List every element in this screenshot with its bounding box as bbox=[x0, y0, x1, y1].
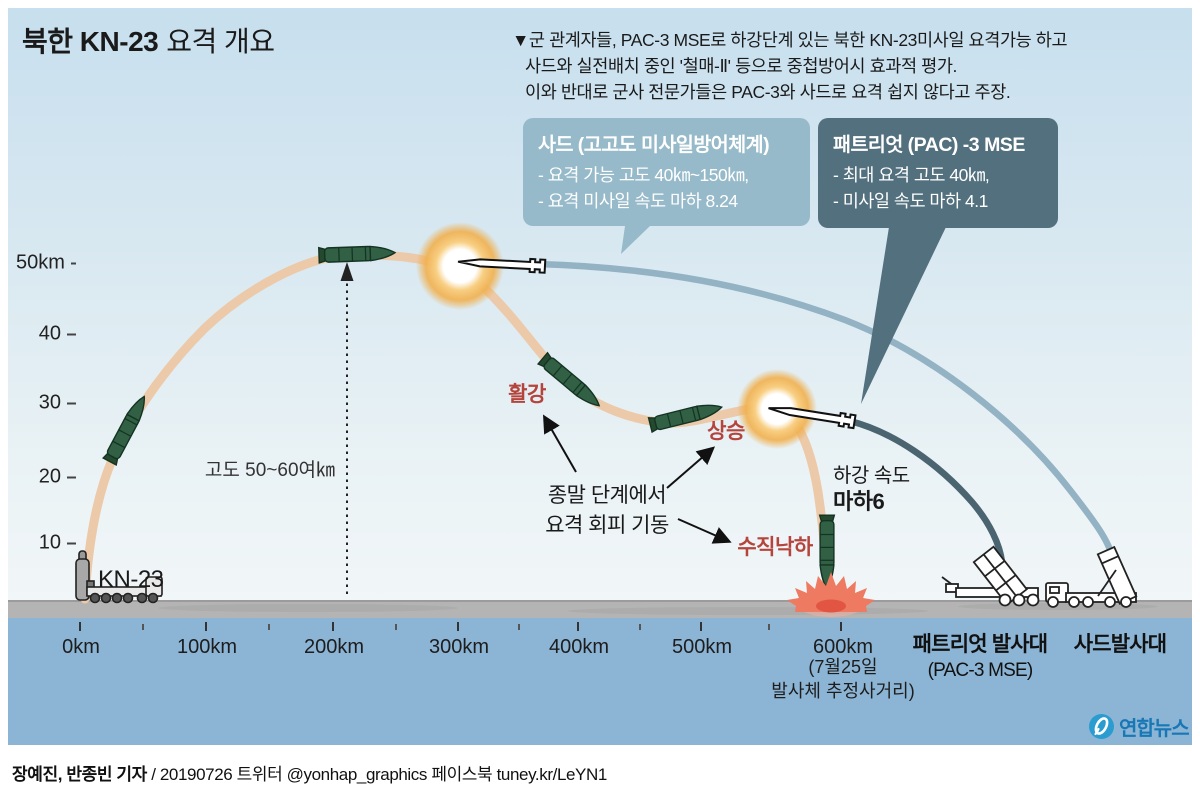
intro-line: 이와 반대로 군사 전문가들은 PAC-3와 사드로 요격 쉽지 않다고 주장. bbox=[525, 82, 1011, 102]
y-axis-label: 30 bbox=[38, 391, 61, 414]
intro-line: 사드와 실전배치 중인 '철매-Ⅱ' 등으로 중첩방어시 효과적 평가. bbox=[525, 56, 958, 76]
patriot-launcher-sub: (PAC-3 MSE) bbox=[927, 660, 1034, 681]
title-rest: 요격 개요 bbox=[166, 26, 275, 57]
tick-mark bbox=[67, 542, 76, 544]
kn23-label: KN-23 bbox=[98, 566, 164, 593]
x-axis-minor-tick bbox=[395, 624, 397, 630]
x-axis-tick bbox=[332, 622, 334, 631]
x-axis-label-600km: 600km bbox=[812, 636, 874, 658]
tick-mark bbox=[67, 476, 76, 478]
x-axis-label-0km: 0km bbox=[62, 636, 100, 658]
x-axis-tick bbox=[457, 622, 459, 631]
ground-strip bbox=[8, 600, 1192, 618]
evasive-line: 종말 단계에서 bbox=[547, 484, 667, 507]
rise-label: 상승 bbox=[707, 420, 745, 443]
x-axis-label-500km: 500km bbox=[671, 636, 733, 658]
vertical-fall-label: 수직낙하 bbox=[737, 536, 813, 559]
range-note: (7월25일 발사체 추정사거리) bbox=[771, 655, 914, 703]
ground-texture bbox=[958, 603, 1158, 610]
tick-mark bbox=[70, 262, 76, 264]
thaad-callout-heading: 사드 (고고도 미사일방어체계) bbox=[538, 134, 770, 156]
intro-line: ▼군 관계자들, PAC-3 MSE로 하강단계 있는 북한 KN-23미사일 … bbox=[512, 30, 1068, 50]
x-axis-tick bbox=[700, 622, 702, 631]
x-axis-tick bbox=[205, 622, 207, 631]
y-axis-tick-30: 30 bbox=[16, 392, 76, 415]
patriot-launcher-name: 패트리엇 발사대 bbox=[912, 633, 1048, 656]
tick-mark bbox=[67, 333, 76, 335]
yonhap-logo: 연합뉴스 bbox=[1088, 712, 1190, 741]
yonhap-logo-icon bbox=[1089, 714, 1114, 739]
y-axis-tick-20: 20 bbox=[16, 466, 76, 489]
evasive-line: 요격 회피 기동 bbox=[545, 514, 669, 537]
y-axis-label: 50km bbox=[16, 251, 65, 274]
pac3-callout-heading: 패트리엇 (PAC) -3 MSE bbox=[833, 134, 1025, 156]
x-axis-minor-tick bbox=[268, 624, 270, 630]
x-axis-label-300km: 300km bbox=[428, 636, 490, 658]
sea-band bbox=[8, 618, 1192, 745]
y-axis-label: 40 bbox=[38, 322, 61, 345]
credit-authors: 장예진, 반종빈 기자 bbox=[12, 765, 147, 784]
descent-speed-title: 하강 속도 bbox=[833, 465, 910, 487]
evasive-maneuver-label: 종말 단계에서 요격 회피 기동 bbox=[545, 481, 669, 541]
y-axis-tick-50km: 50km bbox=[16, 252, 76, 275]
x-axis-minor-tick bbox=[768, 624, 770, 630]
glide-label: 활강 bbox=[508, 383, 546, 406]
thaad-launcher-label: 사드발사대 bbox=[1073, 633, 1167, 656]
y-axis-tick-10: 10 bbox=[16, 532, 76, 555]
descent-speed-value: 마하6 bbox=[833, 489, 885, 514]
x-axis-label-400km: 400km bbox=[548, 636, 610, 658]
range-note-line: (7월25일 bbox=[808, 657, 878, 677]
x-axis-tick bbox=[79, 622, 81, 631]
pac3-callout-line: - 미사일 속도 마하 4.1 bbox=[833, 191, 988, 211]
y-axis-label: 20 bbox=[38, 465, 61, 488]
altitude-label: 고도 50~60여㎞ bbox=[204, 460, 335, 481]
ground-texture bbox=[158, 604, 458, 612]
footer-band bbox=[0, 745, 1200, 791]
page-title: 북한 KN-23 요격 개요 bbox=[22, 20, 275, 60]
yonhap-logo-text: 연합뉴스 bbox=[1119, 718, 1190, 740]
pac3-callout-line: - 최대 요격 고도 40㎞, bbox=[833, 165, 990, 185]
y-axis-tick-40: 40 bbox=[16, 323, 76, 346]
thaad-callout-line: - 요격 가능 고도 40㎞~150㎞, bbox=[538, 165, 749, 185]
credit-meta: / 20190726 트위터 @yonhap_graphics 페이스북 tun… bbox=[146, 765, 607, 784]
credit-line: 장예진, 반종빈 기자 / 20190726 트위터 @yonhap_graph… bbox=[12, 760, 607, 785]
thaad-callout-line: - 요격 미사일 속도 마하 8.24 bbox=[538, 191, 738, 211]
title-bold: 북한 KN-23 bbox=[22, 26, 159, 57]
tick-mark bbox=[67, 402, 76, 404]
ground-texture bbox=[568, 607, 928, 615]
patriot-launcher-label: 패트리엇 발사대 (PAC-3 MSE) bbox=[913, 628, 1048, 682]
x-axis-minor-tick bbox=[518, 624, 520, 630]
pac3-callout-box: 패트리엇 (PAC) -3 MSE - 최대 요격 고도 40㎞, - 미사일 … bbox=[818, 118, 1058, 228]
x-axis-tick bbox=[840, 622, 842, 631]
x-axis-label-100km: 100km bbox=[176, 636, 238, 658]
x-axis-minor-tick bbox=[142, 624, 144, 630]
thaad-callout-box: 사드 (고고도 미사일방어체계) - 요격 가능 고도 40㎞~150㎞, - … bbox=[523, 118, 810, 226]
intro-text: ▼군 관계자들, PAC-3 MSE로 하강단계 있는 북한 KN-23미사일 … bbox=[512, 27, 1068, 105]
x-axis-label-200km: 200km bbox=[303, 636, 365, 658]
y-axis-label: 10 bbox=[38, 531, 61, 554]
range-note-line: 발사체 추정사거리) bbox=[771, 681, 915, 701]
x-axis-minor-tick bbox=[639, 624, 641, 630]
descent-speed-label: 하강 속도 마하6 bbox=[833, 463, 910, 515]
x-axis-tick bbox=[577, 622, 579, 631]
